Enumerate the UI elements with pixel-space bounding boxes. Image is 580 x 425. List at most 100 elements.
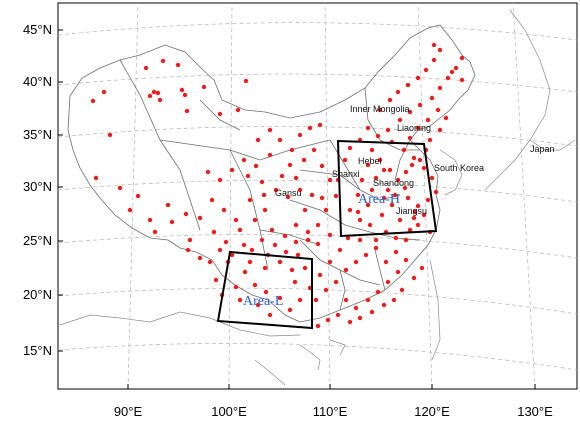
station-marker [93,175,99,181]
station-marker [415,125,421,131]
station-marker [169,219,175,225]
station-marker [405,195,411,201]
station-marker [273,187,279,193]
station-marker [389,202,395,208]
station-marker [345,235,351,241]
station-marker [263,289,269,295]
station-marker [411,215,417,221]
station-marker [453,65,459,71]
station-marker [147,217,153,223]
station-marker [421,212,427,218]
station-marker [201,84,207,90]
station-marker [259,237,265,243]
station-marker [221,207,227,213]
station-marker [367,222,373,228]
station-marker [387,97,393,103]
station-marker [187,237,193,243]
station-marker [393,249,399,255]
station-marker [347,207,353,213]
station-marker [342,157,348,163]
station-marker [431,57,437,63]
station-marker [405,82,411,88]
station-marker [223,239,229,245]
station-marker [207,259,213,265]
station-marker [369,187,375,193]
station-marker [327,232,333,238]
station-marker [293,239,299,245]
station-marker [415,222,421,228]
station-marker [417,102,423,108]
station-marker [373,175,379,181]
station-marker [381,167,387,173]
area-l-label: Area-L [243,294,283,309]
lat-label-40: 40°N [23,74,52,89]
graticule [57,2,578,390]
station-marker [90,98,96,104]
station-marker [385,127,391,133]
station-marker [379,212,385,218]
station-marker [165,202,171,208]
station-marker [297,187,303,193]
station-marker [267,127,273,133]
station-marker [255,302,261,308]
station-marker [365,202,371,208]
station-marker [179,87,185,93]
station-marker [182,92,188,98]
station-marker [297,297,303,303]
station-marker [319,163,325,169]
station-marker [242,269,248,275]
station-marker [127,207,133,213]
station-marker [395,89,401,95]
station-marker [262,207,268,213]
station-marker [402,185,408,191]
station-marker [459,55,465,61]
station-marker [375,133,381,139]
station-marker [397,117,403,123]
station-marker [365,297,371,303]
station-marker [335,312,341,318]
area-l-box [216,250,313,330]
station-marker [243,78,249,84]
station-marker [245,173,251,179]
station-marker [259,179,265,185]
station-marker [449,69,455,75]
station-marker [411,275,417,281]
station-marker [365,125,371,131]
station-marker [107,132,113,138]
station-marker [407,109,413,115]
station-marker [401,147,407,153]
station-marker [293,222,299,228]
station-marker [295,252,301,258]
station-marker [289,267,295,273]
station-marker [269,227,275,233]
station-marker [252,282,258,288]
station-marker [363,252,369,258]
station-marker [399,287,405,293]
lon-label-100: 100°E [211,404,247,419]
station-marker [211,229,217,235]
station-marker [305,229,311,235]
station-marker [285,194,291,200]
station-marker [353,305,359,311]
label-south-korea: South Korea [434,163,484,173]
station-marker [151,89,157,95]
station-marker [135,193,141,199]
station-marker [437,47,443,53]
station-marker [267,312,273,318]
station-marker [262,265,268,271]
station-marker [241,242,247,248]
label-hebei: Hebei [358,156,382,166]
station-marker [357,217,363,223]
station-marker [305,237,311,243]
station-marker [184,108,190,114]
station-marker [101,89,107,95]
station-marker [277,137,283,143]
station-marker [403,169,409,175]
station-marker [152,229,158,235]
station-marker [325,317,331,323]
station-marker [289,147,295,153]
station-marker [283,249,289,255]
station-marker [459,77,465,83]
station-marker [327,177,333,183]
station-marker [359,177,365,183]
